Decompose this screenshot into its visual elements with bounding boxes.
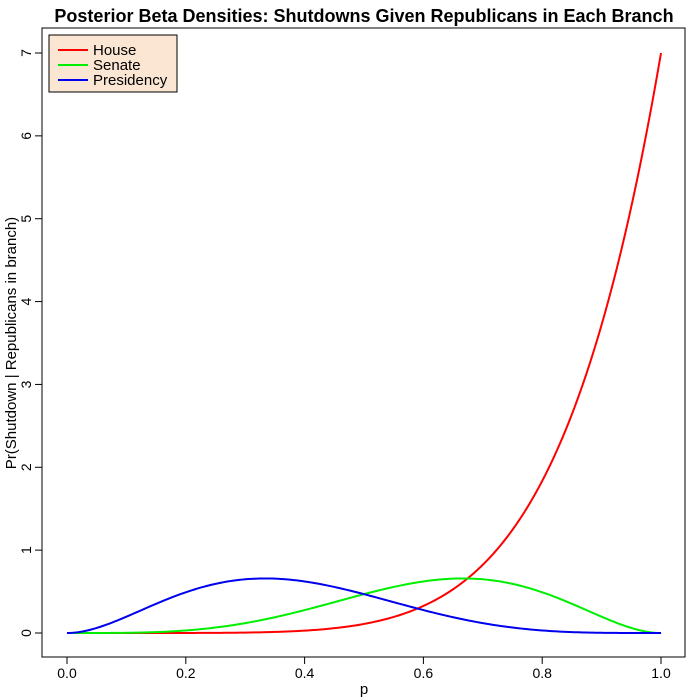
legend-label-senate: Senate: [93, 57, 141, 74]
chart-title: Posterior Beta Densities: Shutdowns Give…: [54, 6, 673, 26]
y-tick-label: 4: [18, 297, 34, 305]
y-tick-label: 2: [18, 463, 34, 471]
legend-label-house: House: [93, 42, 136, 59]
x-tick-label: 1.0: [651, 665, 671, 681]
y-tick-label: 6: [18, 132, 34, 140]
y-tick-label: 1: [18, 546, 34, 554]
series-line-house: [67, 52, 662, 634]
x-tick-label: 0.0: [57, 665, 77, 681]
y-axis: 0 1 2 3 4 5 6 7: [18, 49, 43, 637]
series-line-presidency: [66, 577, 661, 634]
series-layer: [66, 52, 662, 634]
legend-label-presidency: Presidency: [93, 72, 168, 89]
y-tick-label: 5: [18, 215, 34, 223]
x-axis: 0.0 0.2 0.4 0.6 0.8 1.0: [57, 656, 671, 681]
x-tick-label: 0.4: [295, 665, 315, 681]
x-axis-label: p: [360, 681, 368, 698]
legend-box: [48, 34, 178, 93]
y-tick-label: 3: [18, 380, 34, 388]
x-tick-label: 0.6: [414, 665, 434, 681]
x-tick-label: 0.2: [176, 665, 196, 681]
plot-frame: [41, 27, 686, 658]
y-tick-label: 0: [18, 629, 34, 637]
x-tick-label: 0.8: [532, 665, 552, 681]
y-tick-label: 7: [18, 49, 34, 57]
y-axis-label: Pr(Shutdown | Republicans in branch): [3, 217, 20, 469]
